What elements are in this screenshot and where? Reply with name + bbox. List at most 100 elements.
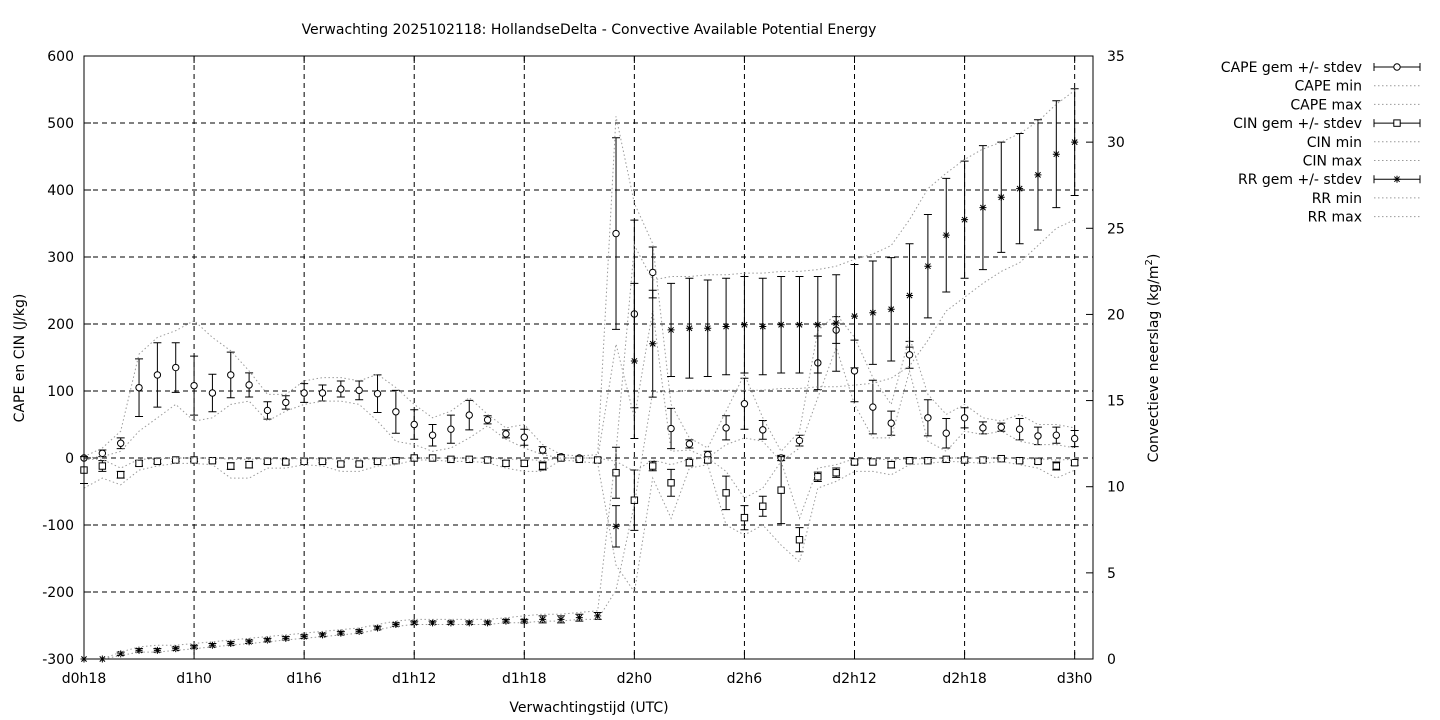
data-point bbox=[740, 321, 748, 329]
data-point bbox=[869, 458, 877, 466]
left-y-tick-label: 100 bbox=[47, 384, 74, 400]
data-point bbox=[263, 457, 272, 466]
data-point bbox=[355, 460, 363, 468]
data-point bbox=[575, 614, 583, 622]
legend-entry-label: CAPE gem +/- stdev bbox=[1221, 60, 1362, 76]
data-point bbox=[318, 631, 326, 639]
series-3 bbox=[80, 446, 1079, 553]
right-y-tick-label: 10 bbox=[1107, 480, 1125, 496]
legend-entry-label: CAPE min bbox=[1295, 79, 1363, 95]
x-tick-label: d1h0 bbox=[176, 671, 212, 687]
x-tick-label: d0h18 bbox=[62, 671, 106, 687]
left-y-axis-label: CAPE en CIN (J/kg) bbox=[12, 294, 28, 423]
data-point bbox=[649, 340, 657, 348]
data-point bbox=[594, 612, 602, 620]
data-point bbox=[905, 351, 914, 359]
left-y-tick-label: 200 bbox=[47, 317, 74, 333]
right-y-axis-label-text: Convectieve neerslag (kg/m bbox=[1146, 265, 1162, 462]
x-tick-label: d3h0 bbox=[1057, 671, 1093, 687]
data-point bbox=[942, 455, 950, 464]
x-tick-label: d1h6 bbox=[286, 671, 322, 687]
plot-frame bbox=[83, 55, 1094, 660]
data-point bbox=[630, 496, 639, 504]
data-point bbox=[740, 513, 749, 522]
left-y-tick-label: 300 bbox=[47, 250, 74, 266]
series-dotted-line bbox=[83, 459, 1075, 594]
data-point bbox=[410, 619, 418, 627]
data-point bbox=[483, 416, 492, 424]
data-point bbox=[208, 641, 216, 649]
data-point bbox=[832, 319, 840, 327]
data-point bbox=[905, 456, 914, 465]
data-point bbox=[795, 436, 804, 445]
data-point bbox=[759, 502, 767, 510]
data-point bbox=[300, 633, 308, 641]
data-point bbox=[410, 420, 418, 429]
axes: d0h18 d1h0 d1h6 d1h12 d1h18 d2h0 d2h6 d2h12 d2h1… bbox=[42, 49, 1125, 687]
legend-entry-label: RR min bbox=[1312, 191, 1362, 207]
series-dotted-line bbox=[83, 310, 1075, 463]
legend-entry-marker bbox=[1393, 119, 1401, 127]
series-dotted-line bbox=[83, 116, 1075, 458]
data-point bbox=[1034, 457, 1042, 466]
series-1 bbox=[83, 310, 1075, 463]
legend-entry-label: CIN min bbox=[1307, 135, 1362, 151]
data-point bbox=[960, 414, 969, 422]
data-point bbox=[337, 460, 345, 468]
right-y-axis-label-sup: 2 bbox=[1144, 259, 1155, 265]
data-point bbox=[227, 639, 235, 647]
x-tick-label: d2h6 bbox=[727, 671, 763, 687]
legend-entry-label: CIN gem +/- stdev bbox=[1233, 116, 1362, 132]
data-point bbox=[374, 624, 382, 632]
data-point bbox=[814, 321, 822, 329]
data-point bbox=[704, 456, 712, 464]
data-point bbox=[502, 459, 510, 468]
data-point bbox=[355, 627, 363, 635]
data-point bbox=[538, 462, 547, 470]
data-point bbox=[392, 408, 400, 416]
data-point bbox=[117, 650, 125, 658]
data-point bbox=[502, 617, 510, 625]
data-point bbox=[1034, 171, 1042, 179]
data-point bbox=[1016, 185, 1024, 193]
left-y-tick-label: -300 bbox=[42, 652, 74, 668]
series-4 bbox=[83, 459, 1075, 594]
data-point bbox=[960, 456, 969, 464]
data-point bbox=[227, 371, 235, 379]
data-point bbox=[979, 456, 987, 464]
data-point bbox=[153, 457, 162, 466]
data-point bbox=[282, 634, 290, 642]
series-0 bbox=[80, 137, 1079, 462]
data-point bbox=[190, 643, 198, 651]
data-point bbox=[539, 615, 547, 623]
legend-entry-label: CIN max bbox=[1303, 154, 1362, 170]
data-point bbox=[300, 389, 308, 397]
data-point bbox=[942, 231, 950, 239]
data-point bbox=[282, 458, 290, 466]
right-y-tick-label: 35 bbox=[1107, 49, 1125, 65]
data-point bbox=[245, 381, 253, 389]
data-point bbox=[520, 617, 528, 625]
data-point bbox=[392, 456, 400, 465]
data-point bbox=[410, 454, 418, 462]
x-axis-label: Verwachtingstijd (UTC) bbox=[509, 700, 668, 716]
data-point bbox=[172, 456, 180, 464]
left-y-tick-label: -200 bbox=[42, 585, 74, 601]
left-y-tick-label: 0 bbox=[65, 451, 74, 467]
data-point bbox=[465, 619, 473, 627]
data-point bbox=[832, 469, 840, 477]
x-tick-label: d1h12 bbox=[392, 671, 436, 687]
series-2 bbox=[83, 116, 1075, 458]
data-point bbox=[961, 216, 969, 224]
data-point bbox=[116, 471, 125, 479]
left-y-tick-label: 500 bbox=[47, 116, 74, 132]
right-y-tick-label: 30 bbox=[1107, 135, 1125, 151]
grid-lines bbox=[83, 55, 1093, 660]
data-point bbox=[795, 321, 803, 329]
data-point bbox=[263, 406, 272, 415]
right-y-tick-label: 5 bbox=[1107, 566, 1116, 582]
data-point bbox=[887, 419, 895, 427]
data-point bbox=[484, 619, 492, 627]
left-y-tick-label: 600 bbox=[47, 49, 74, 65]
data-point bbox=[997, 423, 1005, 431]
